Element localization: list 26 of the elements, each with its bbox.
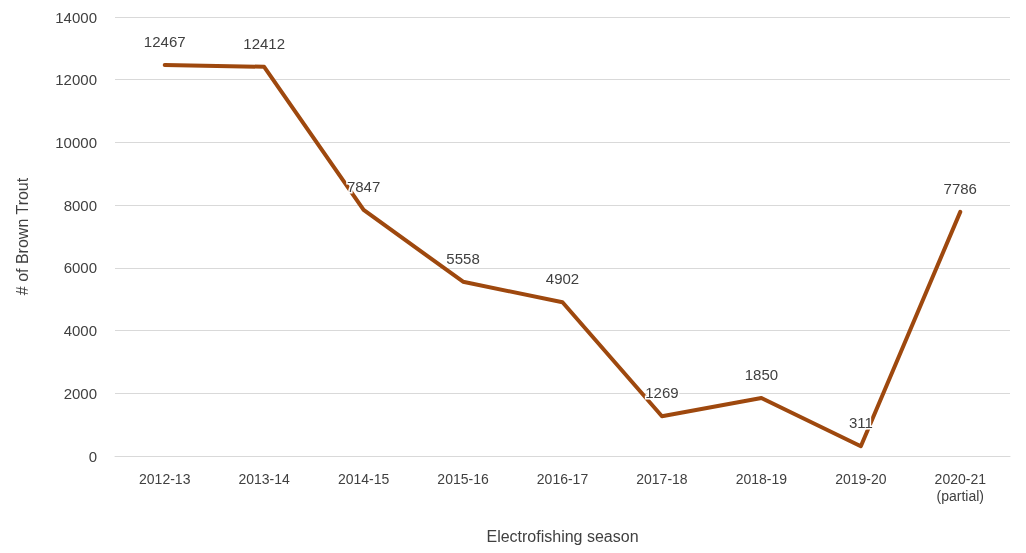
- y-tick-label: 2000: [63, 384, 97, 402]
- y-tick-label: 14000: [55, 8, 97, 26]
- data-label: 12412: [243, 34, 286, 52]
- x-tick-label: 2013-14: [238, 470, 291, 487]
- y-tick-label: 10000: [55, 133, 97, 151]
- data-label: 1850: [744, 365, 779, 383]
- y-tick-label: 8000: [63, 196, 97, 214]
- x-tick-label: 2019-20: [835, 470, 887, 487]
- x-tick-label: 2020-21 (partial): [934, 470, 987, 504]
- y-tick-label: 6000: [63, 259, 97, 277]
- y-tick-label: 12000: [55, 71, 97, 89]
- y-tick-label: 0: [88, 447, 97, 465]
- data-label: 7786: [943, 179, 977, 197]
- data-label: 1269: [645, 384, 679, 402]
- x-tick-label: 2017-18: [636, 470, 688, 487]
- x-tick-label: 2018-19: [735, 470, 788, 487]
- x-tick-label: 2012-13: [139, 470, 191, 487]
- data-label: 5558: [446, 249, 480, 267]
- x-tick-label: 2015-16: [437, 470, 489, 487]
- x-axis-title: Electrofishing season: [486, 527, 639, 545]
- data-label: 12467: [143, 33, 186, 51]
- data-label: 4902: [545, 270, 580, 288]
- x-tick-label: 2016-17: [536, 470, 589, 487]
- y-tick-label: 4000: [63, 322, 97, 340]
- x-tick-label: 2014-15: [337, 470, 390, 487]
- y-axis-title: # of Brown Trout: [13, 177, 31, 296]
